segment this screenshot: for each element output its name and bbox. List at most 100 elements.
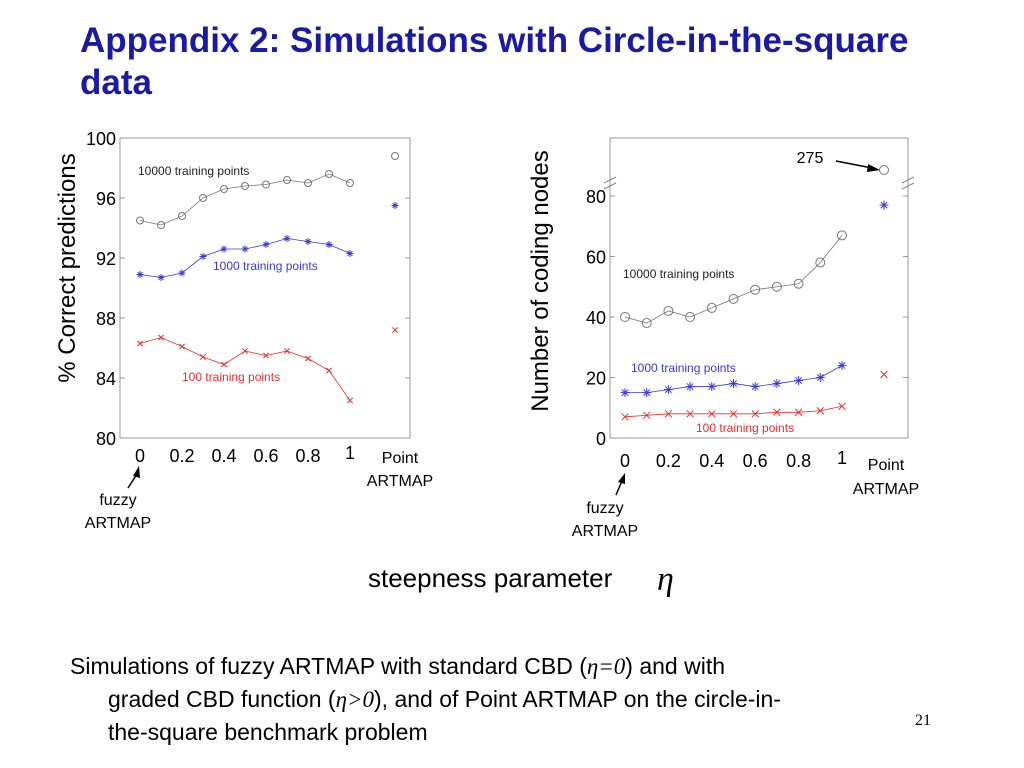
data-point [729,379,738,389]
right-point-artmap-label-2: ARTMAP [853,481,919,498]
data-point [179,343,185,350]
left-xticks: 0 0.2 0.4 0.6 0.8 1 [135,443,355,466]
break-mark [603,176,617,184]
series-line [624,405,843,418]
caption-line2-pre: graded CBD function ( [108,686,336,712]
data-point [304,238,312,245]
data-point [157,221,165,229]
page-number: 21 [915,712,931,729]
data-point [773,408,781,417]
data-point [706,302,717,313]
xtick-label: 0.6 [743,451,768,471]
data-point [241,245,249,253]
data-point [200,354,206,360]
point-artmap-marker [391,152,399,160]
data-point [685,312,696,322]
data-point [199,194,207,202]
right-fuzzy-label-2: ARTMAP [572,523,638,540]
data-point [771,281,782,292]
data-point [305,355,311,362]
data-point [347,397,353,404]
data-point [642,388,652,398]
data-point [137,340,143,347]
left-plot-frame [119,137,411,439]
data-point [157,274,165,281]
data-point [326,367,332,374]
data-point [707,382,717,392]
data-point [158,334,164,341]
data-point [262,241,270,248]
right-annotation-275: 275 [797,150,824,167]
caption-line1-post: ) and with [625,653,726,679]
point-artmap-marker [392,327,398,333]
ytick-label: 88 [96,309,116,329]
data-point [793,278,804,289]
data-point [750,382,760,392]
annotation-arrow [835,160,873,169]
right-series-label-10000: 10000 training points [623,267,734,281]
slide-caption: Simulations of fuzzy ARTMAP with standar… [70,650,950,749]
caption-eta-zero: η=0 [586,654,626,679]
xaxis-eta-symbol: η [657,561,674,598]
data-point [750,284,761,295]
xtick-label: 1 [837,448,847,468]
data-point [220,245,228,253]
ytick-label: 100 [86,129,116,149]
caption-line1-pre: Simulations of fuzzy ARTMAP with standar… [70,653,587,679]
data-point [262,180,270,189]
data-point [325,241,333,248]
data-point [642,411,651,420]
data-point [837,230,847,241]
data-point [794,376,804,386]
xtick-label: 1 [345,443,355,463]
data-point [664,410,673,418]
left-yticks: 80 84 88 92 96 100 [86,129,410,449]
left-point-artmap-label-1: Point [382,450,419,467]
ytick-label: 20 [586,369,606,389]
xtick-label: 0 [620,451,630,471]
data-point [729,410,738,418]
left-fuzzy-arrowhead [133,466,140,478]
data-point [794,408,803,417]
data-point [241,182,249,190]
data-point [815,257,826,268]
xtick-label: 0.8 [295,446,320,466]
annotation-arrowhead [867,164,880,172]
caption-line2-post: ), and of Point ARTMAP on the circle-in- [374,686,781,712]
data-point [136,216,144,225]
data-point [221,361,227,368]
data-point [283,176,291,184]
break-mark [901,176,915,184]
ytick-label: 80 [96,429,116,449]
data-point [263,352,269,359]
axis-break-marks [603,176,915,190]
ytick-label: 60 [586,248,606,268]
xtick-label: 0.4 [699,451,724,471]
left-ylabel: % Correct predictions [54,153,81,382]
data-point [641,318,652,329]
left-point-artmap-label-2: ARTMAP [367,473,433,490]
data-point [708,410,716,418]
data-point [620,388,630,398]
data-point [283,235,291,242]
data-point [816,407,825,415]
xtick-label: 0 [135,446,145,466]
caption-line3: the-square benchmark problem [108,719,428,745]
series-line [139,337,351,401]
data-point [686,410,694,418]
break-mark [901,182,915,190]
break-mark [603,182,617,190]
ytick-label: 84 [96,369,116,389]
data-point [346,250,354,257]
right-series-group [620,165,889,421]
data-point [284,348,290,354]
left-fuzzy-label-2: ARTMAP [85,515,151,532]
data-point [220,185,228,193]
right-yticks: 0 20 40 60 80 [586,187,908,449]
data-point [751,410,759,418]
data-point [815,373,825,382]
ytick-label: 92 [96,249,116,269]
xtick-label: 0.4 [211,446,236,466]
data-point [663,385,673,395]
